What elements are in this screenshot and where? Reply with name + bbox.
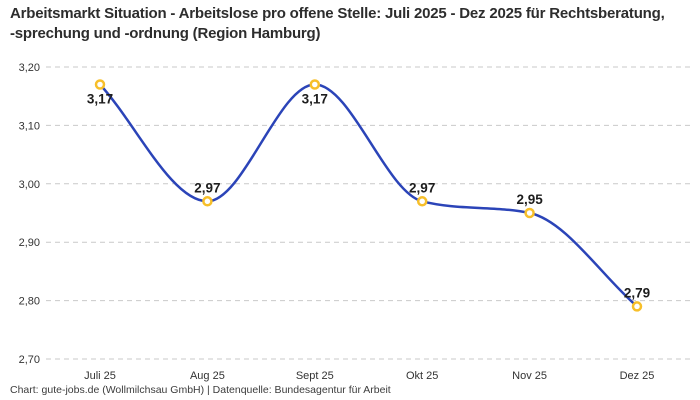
chart-footer-credit: Chart: gute-jobs.de (Wollmilchsau GmbH) … [10, 383, 391, 396]
y-tick-label: 2,70 [19, 354, 40, 366]
data-point-label: 2,97 [409, 180, 435, 195]
data-point-marker [631, 301, 643, 312]
x-tick-label: Nov 25 [512, 370, 547, 382]
x-tick-label: Sept 25 [296, 370, 334, 382]
y-tick-label: 2,90 [19, 237, 40, 249]
y-tick-label: 3,20 [19, 62, 40, 74]
y-tick-label: 3,10 [19, 120, 40, 132]
data-point-marker [202, 196, 213, 207]
x-tick-label: Aug 25 [190, 370, 225, 382]
data-point-marker [416, 196, 428, 207]
data-point-label: 3,17 [87, 92, 113, 107]
data-point-label: 2,97 [194, 180, 220, 195]
data-point-label: 2,79 [624, 285, 650, 300]
data-point-label: 3,17 [302, 92, 328, 107]
y-tick-label: 2,80 [19, 296, 40, 308]
x-tick-label: Juli 25 [84, 370, 116, 382]
y-tick-label: 3,00 [19, 179, 40, 191]
x-tick-label: Okt 25 [406, 370, 438, 382]
chart-title: Arbeitsmarkt Situation - Arbeitslose pro… [10, 5, 665, 42]
line-series-path [98, 83, 639, 308]
x-tick-label: Dez 25 [620, 370, 655, 382]
data-point-marker [524, 207, 535, 219]
data-point-label: 2,95 [516, 192, 543, 207]
data-point-marker [309, 79, 321, 90]
data-point-marker [94, 79, 106, 90]
